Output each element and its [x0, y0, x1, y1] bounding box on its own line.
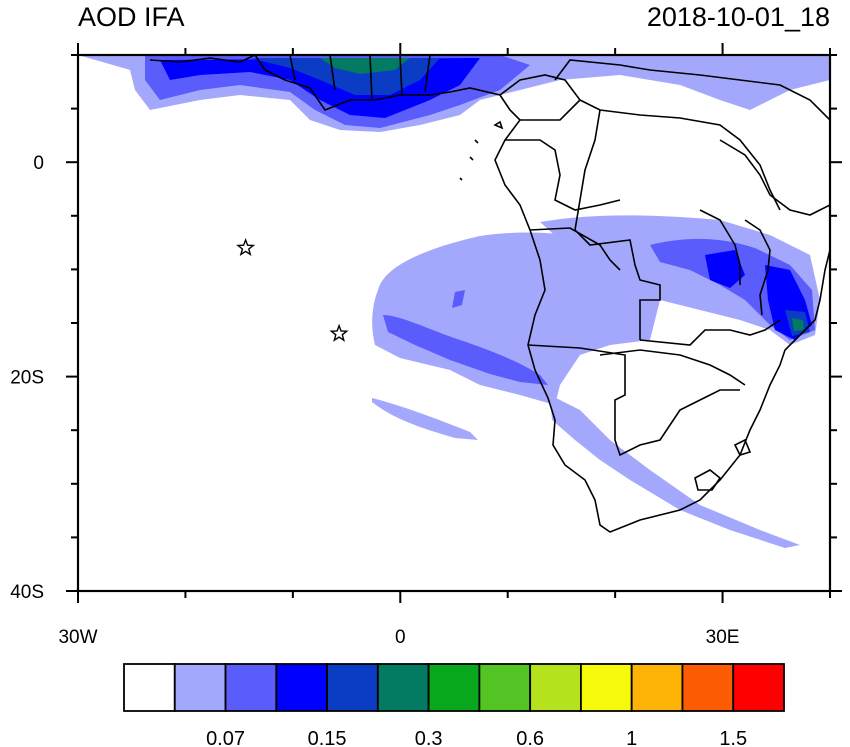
colorbar-swatch: [224, 663, 278, 712]
border-lesotho: [694, 469, 722, 491]
colorbar-swatch: [427, 663, 481, 712]
colorbar-swatch: [732, 663, 785, 712]
station-markers: [236, 238, 349, 342]
x-tick-label: 30E: [706, 627, 740, 648]
colorbar-swatch: [275, 663, 328, 712]
y-tick-label: 40S: [10, 582, 44, 603]
border-4: [505, 139, 621, 211]
axis-tick-labels: 30W 0 30E 0 20S 40S: [10, 153, 739, 648]
island-1: [493, 120, 504, 130]
star-icon: [329, 323, 349, 342]
colorbar-swatch: [376, 663, 430, 712]
border-10: [719, 139, 830, 216]
colorbar-swatch: [681, 663, 735, 712]
aod-continent-peak2: [792, 318, 804, 331]
border-2: [554, 59, 830, 121]
map-title: AOD IFA: [78, 2, 185, 32]
colorbar-swatch: [173, 663, 227, 712]
aod-continent-dark: [705, 250, 745, 288]
aod-north-peak: [320, 58, 410, 74]
coast-west-africa: [254, 55, 830, 533]
coastlines: [149, 55, 830, 533]
x-tick-label: 0: [395, 627, 406, 648]
aod-plume-ocean: [372, 232, 660, 405]
border-6: [529, 227, 621, 271]
border-9: [599, 349, 746, 386]
colorbar-swatch: [123, 663, 176, 712]
border-12: [699, 209, 741, 285]
axis-ticks: [66, 43, 842, 603]
border-11: [744, 219, 771, 316]
colorbar-label: 0.6: [516, 728, 544, 747]
border-7: [639, 319, 781, 346]
map-datetime: 2018-10-01_18: [646, 2, 830, 32]
aod-plume-medium: [383, 315, 548, 385]
colorbar-label: 0.07: [206, 728, 245, 747]
aod-field: [78, 55, 830, 548]
colorbar-label: 1.5: [719, 728, 747, 747]
colorbar-swatch: [326, 663, 379, 712]
aod-streak-coast: [550, 395, 800, 548]
colorbar-label: 0.15: [308, 728, 347, 747]
border-3: [579, 99, 781, 211]
colorbar-swatch: [478, 663, 532, 712]
colorbar-swatch: [580, 663, 633, 712]
colorbar-label: 1: [626, 728, 637, 747]
colorbar-label: 0.3: [415, 728, 443, 747]
colorbar: 0.07 0.15 0.3 0.6 1 1.5: [123, 663, 785, 747]
x-tick-label: 30W: [58, 627, 97, 648]
border-14: [289, 55, 431, 101]
border-1: [499, 74, 582, 121]
aod-streak-south: [372, 398, 478, 440]
y-tick-label: 20S: [10, 368, 44, 389]
y-tick-label: 0: [33, 153, 44, 174]
star-icon: [236, 238, 256, 256]
island-2: [459, 139, 479, 181]
colorbar-swatch: [630, 663, 684, 712]
border-5: [574, 109, 661, 340]
border-13: [149, 55, 256, 63]
border-swaziland: [733, 438, 752, 456]
colorbar-swatch: [529, 663, 582, 712]
aod-patch-small: [452, 290, 465, 308]
border-8: [527, 344, 740, 457]
